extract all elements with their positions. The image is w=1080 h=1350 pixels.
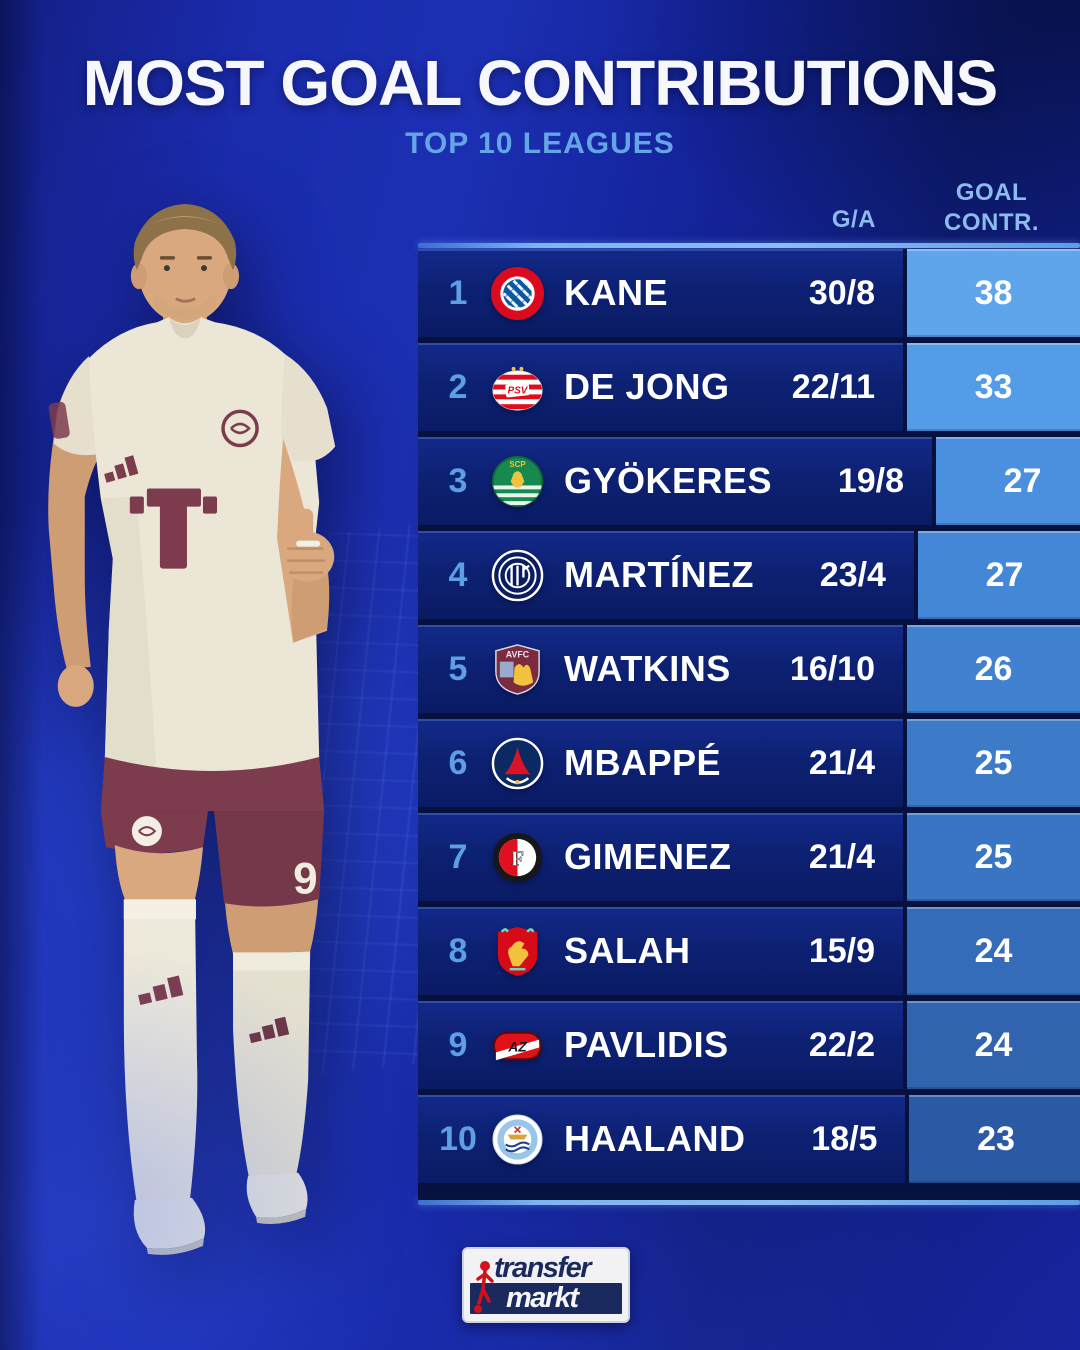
table-row: 10 HAALAND 18/5 23 [418,1095,1080,1183]
column-header-ga: G/A [831,206,876,233]
psg-badge-icon [486,736,548,791]
page-subtitle: TOP 10 LEAGUES [405,127,675,160]
player-name: HAALAND [564,1118,746,1159]
rank-label: 10 [439,1119,477,1158]
rank-label: 5 [448,649,468,688]
table-bottom-border [418,1200,1080,1205]
rank-label: 4 [448,555,468,594]
svg-text:AZ: AZ [507,1039,527,1054]
player-name: MBAPPÉ [564,742,722,783]
inter-milan-badge-icon [486,548,548,603]
goal-contr-value: 24 [907,907,1080,995]
player-name: SALAH [564,930,691,971]
rank-label: 3 [448,461,468,500]
table-row: 1 KANE 30/8 38 [418,249,1080,337]
sporting-cp-badge-icon: SCP [486,454,548,509]
player-name: MARTÍNEZ [564,554,754,595]
table-row: 3 SCP GYÖKERES 19/8 27 [418,437,1080,525]
ga-value: 30/8 [808,273,875,312]
logo-player-icon [474,1261,494,1313]
table-row: 6 MBAPPÉ 21/4 25 [418,719,1080,807]
player-name: DE JONG [564,366,730,407]
goal-contr-value: 27 [936,437,1080,525]
ga-value: 15/9 [808,931,875,970]
goal-contr-value: 23 [909,1095,1080,1183]
table-row: 8 SALAH 15/9 24 [418,907,1080,995]
table-row: 7 F GIMENEZ 21/4 25 [418,813,1080,901]
goal-contr-value: 38 [907,249,1080,337]
rank-label: 8 [448,931,468,970]
az-alkmaar-badge-icon: AZ [486,1018,548,1073]
ga-value: 21/4 [808,743,875,782]
logo-text-markt: markt [470,1283,622,1314]
player-name: WATKINS [564,648,731,689]
page-title: MOST GOAL CONTRIBUTIONS [82,47,998,119]
table-top-border [418,243,1080,248]
manchester-city-badge-icon [486,1112,548,1167]
player-name: KANE [564,272,669,313]
rank-label: 2 [448,367,468,406]
goal-contr-value: 33 [907,343,1080,431]
goal-contr-value: 24 [907,1001,1080,1089]
svg-text:F: F [510,846,523,870]
ga-value: 16/10 [789,649,875,688]
liverpool-badge-icon [486,924,548,979]
transfermarkt-logo: transfer markt [462,1247,630,1323]
svg-text:9: 9 [293,854,318,903]
player-name: GIMENEZ [564,836,732,877]
aston-villa-badge-icon: AVFC [486,642,548,697]
column-header-goal-contr: GOAL CONTR. [905,178,1078,238]
stats-table: 1 KANE 30/8 38 2 PSV DE JONG 22/11 33 [418,249,1080,1200]
ga-value: 19/8 [837,461,905,500]
table-row: 2 PSV DE JONG 22/11 33 [418,343,1080,431]
table-row: 9 AZ PAVLIDIS 22/2 24 [418,1001,1080,1089]
svg-text:AVFC: AVFC [505,649,529,659]
player-name: PAVLIDIS [564,1024,729,1065]
rank-label: 7 [448,837,468,876]
rank-label: 6 [448,743,468,782]
svg-text:SCP: SCP [509,459,525,468]
table-row: 5 AVFC WATKINS 16/10 26 [418,625,1080,713]
ga-value: 18/5 [811,1119,878,1158]
ga-value: 21/4 [808,837,875,876]
goal-contr-value: 27 [917,531,1080,619]
svg-text:PSV: PSV [507,385,528,396]
column-header-goal-contr-line2: CONTR. [944,209,1039,236]
player-photo: 9 [48,204,336,1255]
table-row: 4 MARTÍNEZ 23/4 27 [418,531,1080,619]
rank-label: 9 [448,1025,468,1064]
bayern-munich-badge-icon [486,266,548,321]
goal-contr-value: 25 [907,719,1080,807]
goal-contr-value: 25 [907,813,1080,901]
rank-label: 1 [448,273,468,312]
column-header-goal-contr-line1: GOAL [955,179,1028,206]
psv-eindhoven-badge-icon: PSV [486,360,548,415]
ga-value: 23/4 [819,555,886,594]
ga-value: 22/2 [808,1025,875,1064]
feyenoord-badge-icon: F [486,830,548,885]
goal-contr-value: 26 [907,625,1080,713]
player-name: GYÖKERES [564,460,773,501]
ga-value: 22/11 [791,367,875,406]
logo-text-transfer: transfer [494,1252,592,1284]
